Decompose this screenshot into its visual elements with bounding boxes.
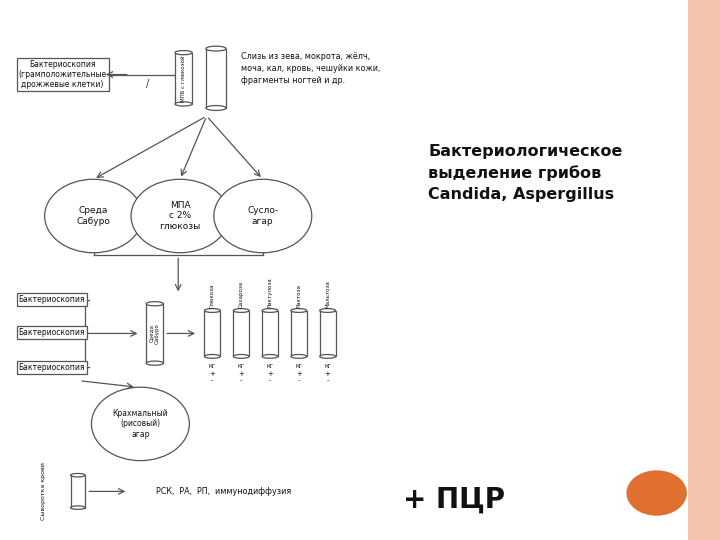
Ellipse shape bbox=[291, 354, 307, 359]
Ellipse shape bbox=[175, 102, 192, 106]
Text: -: - bbox=[240, 377, 243, 383]
Text: -: - bbox=[269, 377, 271, 383]
Text: Бактериоскопия
(грамположительные
дрожжевые клетки): Бактериоскопия (грамположительные дрожже… bbox=[19, 59, 107, 90]
Text: +: + bbox=[210, 370, 215, 377]
Ellipse shape bbox=[204, 308, 220, 313]
Text: КГ: КГ bbox=[238, 363, 245, 369]
FancyBboxPatch shape bbox=[206, 49, 226, 108]
Text: Бактериоскопия: Бактериоскопия bbox=[19, 295, 85, 304]
Ellipse shape bbox=[206, 106, 226, 110]
FancyBboxPatch shape bbox=[688, 0, 720, 540]
Text: -: - bbox=[297, 377, 300, 383]
Ellipse shape bbox=[320, 354, 336, 359]
Ellipse shape bbox=[233, 308, 249, 313]
Circle shape bbox=[91, 387, 189, 461]
FancyBboxPatch shape bbox=[146, 303, 163, 363]
FancyBboxPatch shape bbox=[71, 475, 85, 508]
Text: Бактериологическое
выделение грибов
Candida, Aspergillus: Бактериологическое выделение грибов Cand… bbox=[428, 144, 623, 202]
Text: -: - bbox=[326, 377, 329, 383]
Text: Мальтоза: Мальтоза bbox=[325, 280, 330, 308]
Text: -: - bbox=[211, 377, 214, 383]
Text: +: + bbox=[238, 370, 244, 377]
Text: +: + bbox=[267, 370, 273, 377]
Ellipse shape bbox=[262, 354, 278, 359]
Ellipse shape bbox=[71, 506, 85, 509]
Ellipse shape bbox=[146, 361, 163, 365]
Text: +: + bbox=[325, 370, 330, 377]
Text: МПА
с 2%
глюкозы: МПА с 2% глюкозы bbox=[159, 201, 201, 231]
FancyBboxPatch shape bbox=[262, 310, 278, 356]
Text: КГ: КГ bbox=[295, 363, 302, 369]
Ellipse shape bbox=[175, 51, 192, 55]
Ellipse shape bbox=[204, 354, 220, 359]
Text: Сахароза: Сахароза bbox=[239, 281, 243, 308]
Text: КГ: КГ bbox=[209, 363, 216, 369]
Text: Среда
Сабуро: Среда Сабуро bbox=[150, 323, 161, 344]
FancyBboxPatch shape bbox=[175, 53, 192, 104]
Text: Сусло-
агар: Сусло- агар bbox=[247, 206, 279, 226]
FancyBboxPatch shape bbox=[320, 310, 336, 356]
Ellipse shape bbox=[291, 308, 307, 313]
Text: Лактоза: Лактоза bbox=[297, 284, 301, 308]
Ellipse shape bbox=[71, 474, 85, 477]
Circle shape bbox=[45, 179, 143, 253]
FancyBboxPatch shape bbox=[204, 310, 220, 356]
Text: Слизь из зева, мокрота, жёлч,
моча, кал, кровь, чешуйки кожи,
фрагменты ногтей и: Слизь из зева, мокрота, жёлч, моча, кал,… bbox=[241, 52, 381, 85]
FancyBboxPatch shape bbox=[291, 310, 307, 356]
Text: Бактериоскопия: Бактериоскопия bbox=[19, 328, 85, 336]
Circle shape bbox=[626, 470, 687, 516]
Text: + ПЦР: + ПЦР bbox=[403, 485, 505, 514]
Text: Лактулоза: Лактулоза bbox=[268, 277, 272, 308]
Text: КГ: КГ bbox=[324, 363, 331, 369]
Text: +: + bbox=[296, 370, 302, 377]
Text: Глюкоза: Глюкоза bbox=[210, 284, 215, 308]
Circle shape bbox=[214, 179, 312, 253]
Text: /: / bbox=[146, 79, 149, 89]
Text: Бактериоскопия: Бактериоскопия bbox=[19, 363, 85, 372]
FancyBboxPatch shape bbox=[233, 310, 249, 356]
Ellipse shape bbox=[206, 46, 226, 51]
Text: МПБ с глюкозой: МПБ с глюкозой bbox=[181, 55, 186, 102]
Text: Сыворотка крови: Сыворотка крови bbox=[41, 462, 45, 521]
Ellipse shape bbox=[320, 308, 336, 313]
Ellipse shape bbox=[233, 354, 249, 359]
Ellipse shape bbox=[262, 308, 278, 313]
Ellipse shape bbox=[146, 302, 163, 306]
Circle shape bbox=[131, 179, 229, 253]
Text: Крахмальный
(рисовый)
агар: Крахмальный (рисовый) агар bbox=[112, 409, 168, 439]
Text: КГ: КГ bbox=[266, 363, 274, 369]
Text: РСК,  РА,  РП,  иммунодиффузия: РСК, РА, РП, иммунодиффузия bbox=[156, 487, 291, 496]
Text: Среда
Сабуро: Среда Сабуро bbox=[76, 206, 111, 226]
